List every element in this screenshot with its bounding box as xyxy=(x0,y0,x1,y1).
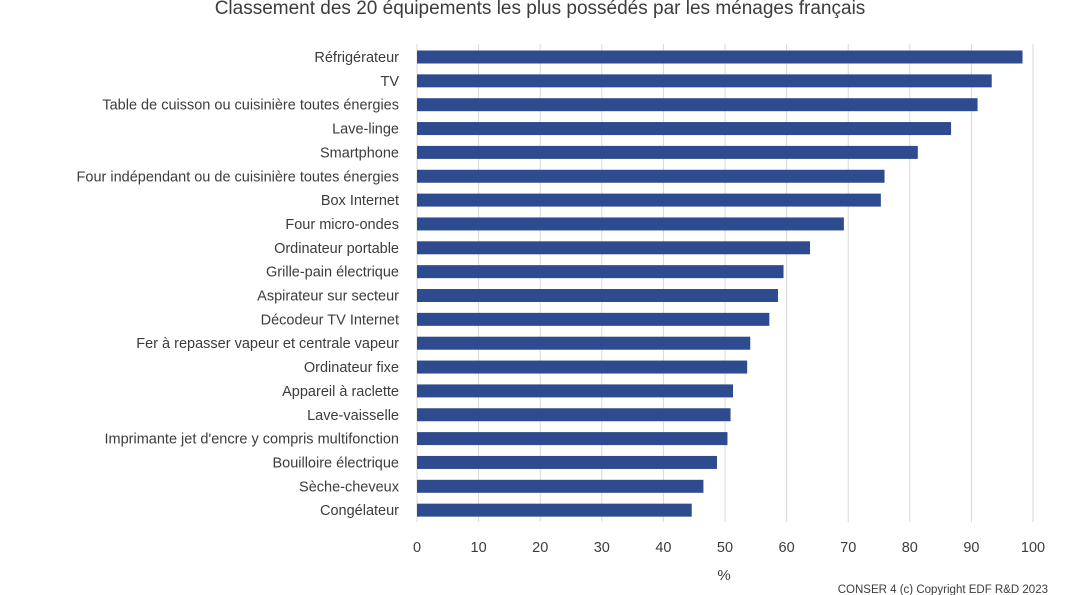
x-tick-label: 50 xyxy=(717,540,733,556)
bar xyxy=(417,360,748,374)
category-labels: Réfrigérateur TV Table de cuisson ou cuisi… xyxy=(77,50,400,519)
category-label: Décodeur TV Internet xyxy=(261,312,399,328)
category-label: Réfrigérateur xyxy=(314,50,399,66)
category-label: Grille-pain électrique xyxy=(266,265,399,281)
category-label: Box Internet xyxy=(321,193,399,209)
bar xyxy=(417,289,778,302)
gridlines xyxy=(416,44,1034,522)
bar xyxy=(417,455,717,469)
x-axis-label: % xyxy=(717,567,730,584)
category-label: Imprimante jet d'encre y compris multifo… xyxy=(105,432,400,448)
x-tick-label: 80 xyxy=(902,540,918,556)
bars xyxy=(417,50,1023,517)
bar xyxy=(417,432,728,446)
bar xyxy=(417,265,784,279)
chart-title: Classement des 20 équipements les plus p… xyxy=(215,0,866,19)
category-label: Bouilloire électrique xyxy=(272,455,399,471)
category-label: TV xyxy=(380,74,399,90)
x-tick-label: 60 xyxy=(779,540,795,556)
x-tick-label: 70 xyxy=(840,540,856,556)
bar xyxy=(417,384,734,398)
category-label: Table de cuisson ou cuisinière toutes én… xyxy=(102,98,399,114)
x-tick-label: 30 xyxy=(594,540,610,556)
bar xyxy=(417,408,731,422)
category-label: Sèche-cheveux xyxy=(299,479,400,495)
bar xyxy=(417,193,881,207)
bar xyxy=(417,122,952,136)
category-label: Ordinateur fixe xyxy=(304,360,399,376)
category-label: Ordinateur portable xyxy=(274,241,399,257)
bar xyxy=(417,169,885,183)
category-label: Fer à repasser vapeur et centrale vapeur xyxy=(136,336,399,352)
category-label: Lave-linge xyxy=(332,122,399,138)
category-label: Lave-vaisselle xyxy=(307,408,399,424)
category-label: Aspirateur sur secteur xyxy=(257,289,399,305)
bar xyxy=(417,503,692,517)
bar xyxy=(417,336,751,350)
category-label: Four indépendant ou de cuisinière toutes… xyxy=(77,169,399,185)
source-note: CONSER 4 (c) Copyright EDF R&D 2023 xyxy=(838,584,1048,595)
category-label: Smartphone xyxy=(320,145,399,161)
category-label: Appareil à raclette xyxy=(282,384,399,400)
bar xyxy=(417,217,844,231)
bar xyxy=(417,312,770,326)
x-tick-label: 90 xyxy=(963,540,979,556)
x-tick-label: 40 xyxy=(655,540,671,556)
x-tick-label: 100 xyxy=(1021,540,1045,556)
bar xyxy=(417,74,992,88)
x-tick-label: 10 xyxy=(471,540,487,556)
x-tick-labels: 0 10 20 30 40 50 60 70 80 90 100 xyxy=(413,540,1045,556)
bar xyxy=(417,50,1023,64)
bar xyxy=(417,145,918,159)
bar xyxy=(417,241,811,255)
x-tick-label: 0 xyxy=(413,540,421,556)
bar xyxy=(417,479,704,493)
x-tick-label: 20 xyxy=(532,540,548,556)
bar xyxy=(417,98,978,112)
category-label: Congélateur xyxy=(320,503,399,519)
category-label: Four micro-ondes xyxy=(285,217,399,233)
